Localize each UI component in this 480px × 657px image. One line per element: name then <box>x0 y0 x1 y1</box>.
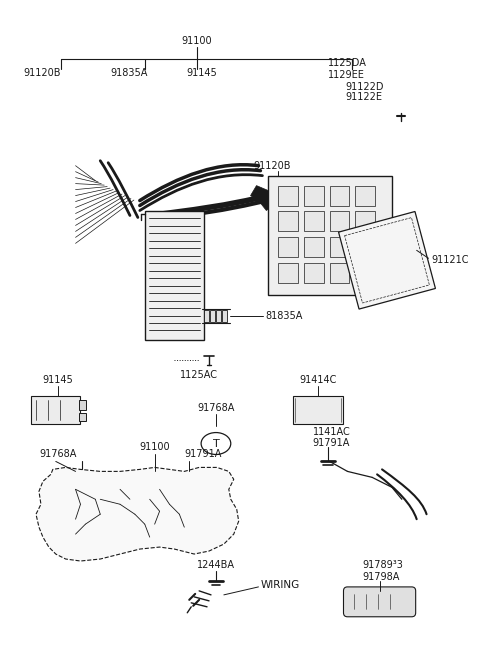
Text: 1129EE: 1129EE <box>328 70 364 80</box>
Bar <box>304 237 324 258</box>
FancyBboxPatch shape <box>344 587 416 617</box>
Bar <box>210 310 215 322</box>
Text: 91122E: 91122E <box>346 92 383 102</box>
Bar <box>31 396 81 424</box>
Text: 91768A: 91768A <box>197 403 235 413</box>
Text: 91120B: 91120B <box>253 161 291 171</box>
Bar <box>278 212 298 231</box>
Text: 91100: 91100 <box>139 443 170 453</box>
Polygon shape <box>338 212 435 309</box>
Bar <box>330 186 349 206</box>
Text: 91120B: 91120B <box>23 68 60 78</box>
Bar <box>222 310 227 322</box>
Bar <box>204 310 209 322</box>
Text: WIRING: WIRING <box>261 580 300 590</box>
Bar <box>79 413 86 420</box>
Bar <box>278 237 298 258</box>
Text: 1141AC: 1141AC <box>313 426 350 436</box>
Text: 91789³3: 91789³3 <box>362 560 403 570</box>
Text: 91145: 91145 <box>186 68 217 78</box>
Text: T: T <box>213 438 219 449</box>
Bar <box>355 186 375 206</box>
Text: 91798A: 91798A <box>362 572 400 582</box>
Bar <box>293 396 343 424</box>
Bar <box>216 310 221 322</box>
Text: 1244BA: 1244BA <box>197 560 235 570</box>
Bar <box>79 399 86 410</box>
Polygon shape <box>36 467 239 561</box>
Bar <box>268 175 392 295</box>
Bar <box>278 263 298 283</box>
Text: 91835A: 91835A <box>110 68 147 78</box>
Text: 91414C: 91414C <box>299 374 336 385</box>
Bar <box>355 212 375 231</box>
Text: 91145: 91145 <box>42 374 73 385</box>
Text: 91100: 91100 <box>182 36 213 46</box>
Text: 91768A: 91768A <box>39 449 76 459</box>
Bar <box>330 212 349 231</box>
Polygon shape <box>251 186 273 210</box>
Bar <box>304 186 324 206</box>
Text: 91791A: 91791A <box>313 438 350 447</box>
Text: 91791A: 91791A <box>184 449 222 459</box>
Text: 81835A: 81835A <box>265 311 303 321</box>
Text: 91121C: 91121C <box>432 256 469 265</box>
Bar <box>330 237 349 258</box>
Text: 1125DA: 1125DA <box>328 58 367 68</box>
Bar <box>304 212 324 231</box>
Bar <box>145 210 204 340</box>
Bar <box>355 237 375 258</box>
Ellipse shape <box>201 432 231 455</box>
Text: 1125AC: 1125AC <box>180 370 218 380</box>
Bar <box>278 186 298 206</box>
Bar <box>330 263 349 283</box>
Bar <box>355 263 375 283</box>
Bar <box>304 263 324 283</box>
Text: 91122D: 91122D <box>346 82 384 92</box>
